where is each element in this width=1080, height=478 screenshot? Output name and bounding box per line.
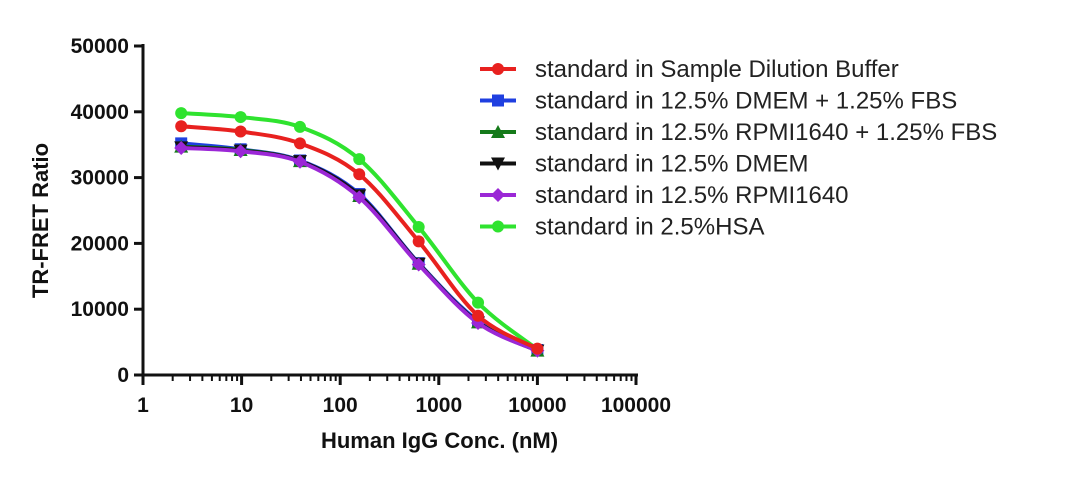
y-tick-label: 30000	[71, 167, 129, 190]
data-point	[472, 296, 485, 309]
x-tick-label: 100	[323, 394, 358, 417]
legend-label: standard in 12.5% DMEM	[535, 151, 808, 178]
data-point	[175, 120, 188, 133]
x-tick-label: 10	[230, 394, 253, 417]
x-tick-label: 10000	[508, 394, 566, 417]
x-tick-label: 100000	[601, 394, 671, 417]
legend-marker	[492, 94, 504, 107]
legend-marker	[492, 220, 504, 233]
data-point	[531, 342, 544, 355]
legend-label: standard in 12.5% RPMI1640	[535, 182, 849, 209]
data-point	[233, 144, 248, 159]
legend-marker	[491, 188, 505, 202]
y-tick-label: 50000	[71, 35, 129, 58]
x-tick-label: 1	[137, 394, 149, 417]
y-axis-title: TR-FRET Ratio	[28, 143, 53, 298]
legend-marker	[491, 157, 505, 171]
data-point	[293, 137, 306, 150]
data-point	[174, 140, 189, 155]
legend-label: standard in Sample Dilution Buffer	[535, 56, 899, 83]
data-point	[411, 257, 426, 272]
data-point	[412, 220, 425, 233]
legend-label: standard in 12.5% DMEM + 1.25% FBS	[535, 88, 957, 115]
x-axis-title: Human IgG Conc. (nM)	[321, 428, 558, 453]
data-point	[352, 190, 367, 205]
x-tick-label: 1000	[415, 394, 462, 417]
y-tick-label: 0	[117, 364, 129, 387]
legend-marker	[491, 125, 505, 138]
y-tick-label: 40000	[71, 101, 129, 124]
data-point	[292, 154, 307, 169]
data-point	[353, 168, 366, 181]
data-point	[234, 111, 247, 124]
data-point	[293, 120, 306, 133]
data-point	[472, 309, 485, 322]
data-point	[412, 235, 425, 248]
data-point	[353, 153, 366, 166]
legend-marker	[492, 63, 504, 75]
data-point	[234, 125, 247, 138]
y-tick-label: 10000	[71, 298, 129, 321]
data-point	[175, 107, 188, 120]
legend-label: standard in 2.5%HSA	[535, 214, 764, 241]
y-tick-label: 20000	[71, 232, 129, 255]
legend-label: standard in 12.5% RPMI1640 + 1.25% FBS	[535, 119, 997, 146]
